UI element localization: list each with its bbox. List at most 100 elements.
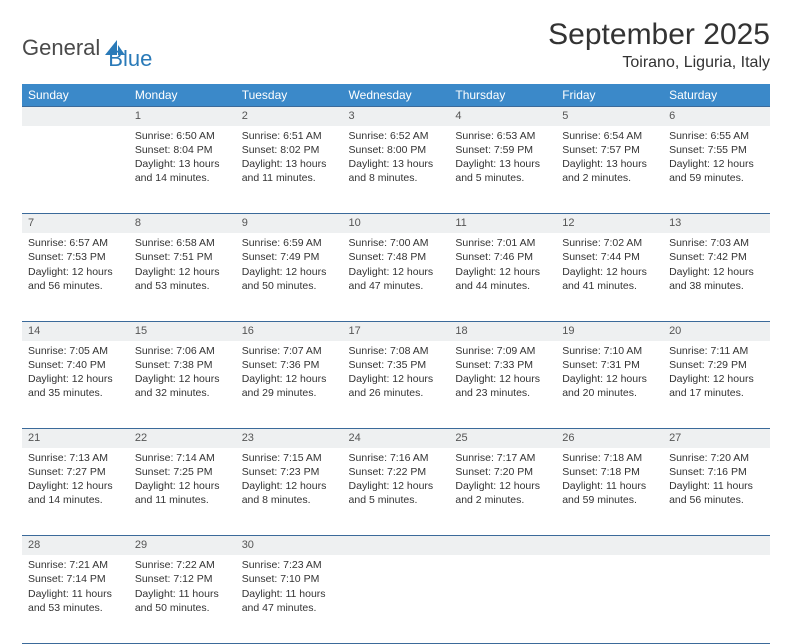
sunset-text: Sunset: 7:55 PM xyxy=(669,143,764,157)
sunset-text: Sunset: 7:49 PM xyxy=(242,250,337,264)
logo-text-b: Blue xyxy=(108,24,152,72)
daylight-text: Daylight: 12 hours and 14 minutes. xyxy=(28,479,123,507)
day-content-cell xyxy=(22,126,129,214)
day-number-cell: 5 xyxy=(556,107,663,126)
day-content-cell: Sunrise: 6:50 AMSunset: 8:04 PMDaylight:… xyxy=(129,126,236,214)
day-number-cell: 7 xyxy=(22,214,129,233)
daylight-text: Daylight: 12 hours and 17 minutes. xyxy=(669,372,764,400)
sunset-text: Sunset: 7:44 PM xyxy=(562,250,657,264)
sunrise-text: Sunrise: 7:09 AM xyxy=(455,344,550,358)
sunset-text: Sunset: 7:38 PM xyxy=(135,358,230,372)
day-number-row: 14151617181920 xyxy=(22,321,770,340)
sunrise-text: Sunrise: 7:03 AM xyxy=(669,236,764,250)
day-number-cell: 16 xyxy=(236,321,343,340)
sunrise-text: Sunrise: 7:23 AM xyxy=(242,558,337,572)
day-number-cell: 22 xyxy=(129,429,236,448)
logo: General Blue xyxy=(22,18,152,72)
day-number-cell: 10 xyxy=(343,214,450,233)
day-number-row: 123456 xyxy=(22,107,770,126)
day-content-cell: Sunrise: 7:13 AMSunset: 7:27 PMDaylight:… xyxy=(22,448,129,536)
day-content-cell: Sunrise: 7:08 AMSunset: 7:35 PMDaylight:… xyxy=(343,341,450,429)
sunrise-text: Sunrise: 6:53 AM xyxy=(455,129,550,143)
sunrise-text: Sunrise: 7:01 AM xyxy=(455,236,550,250)
day-content-cell: Sunrise: 7:21 AMSunset: 7:14 PMDaylight:… xyxy=(22,555,129,643)
day-content-cell: Sunrise: 6:57 AMSunset: 7:53 PMDaylight:… xyxy=(22,233,129,321)
sunrise-text: Sunrise: 6:50 AM xyxy=(135,129,230,143)
sunset-text: Sunset: 7:14 PM xyxy=(28,572,123,586)
day-number-cell: 19 xyxy=(556,321,663,340)
day-number-cell: 20 xyxy=(663,321,770,340)
weekday-header: Sunday xyxy=(22,84,129,107)
sunrise-text: Sunrise: 7:16 AM xyxy=(349,451,444,465)
day-content-cell: Sunrise: 7:22 AMSunset: 7:12 PMDaylight:… xyxy=(129,555,236,643)
daylight-text: Daylight: 12 hours and 47 minutes. xyxy=(349,265,444,293)
sunset-text: Sunset: 7:12 PM xyxy=(135,572,230,586)
sunset-text: Sunset: 7:51 PM xyxy=(135,250,230,264)
daylight-text: Daylight: 12 hours and 29 minutes. xyxy=(242,372,337,400)
day-content-cell: Sunrise: 6:53 AMSunset: 7:59 PMDaylight:… xyxy=(449,126,556,214)
sunset-text: Sunset: 7:42 PM xyxy=(669,250,764,264)
day-number-cell: 17 xyxy=(343,321,450,340)
sunset-text: Sunset: 7:27 PM xyxy=(28,465,123,479)
daylight-text: Daylight: 11 hours and 59 minutes. xyxy=(562,479,657,507)
location: Toirano, Liguria, Italy xyxy=(548,54,770,72)
day-number-row: 21222324252627 xyxy=(22,429,770,448)
title-block: September 2025 Toirano, Liguria, Italy xyxy=(548,18,770,72)
sunset-text: Sunset: 8:02 PM xyxy=(242,143,337,157)
day-number-cell: 1 xyxy=(129,107,236,126)
day-content-cell: Sunrise: 6:58 AMSunset: 7:51 PMDaylight:… xyxy=(129,233,236,321)
sunset-text: Sunset: 7:29 PM xyxy=(669,358,764,372)
day-number-cell: 6 xyxy=(663,107,770,126)
day-content-cell: Sunrise: 7:11 AMSunset: 7:29 PMDaylight:… xyxy=(663,341,770,429)
day-content-cell: Sunrise: 6:59 AMSunset: 7:49 PMDaylight:… xyxy=(236,233,343,321)
daylight-text: Daylight: 13 hours and 2 minutes. xyxy=(562,157,657,185)
sunrise-text: Sunrise: 7:17 AM xyxy=(455,451,550,465)
day-number-cell xyxy=(343,536,450,555)
day-number-cell: 28 xyxy=(22,536,129,555)
sunset-text: Sunset: 7:31 PM xyxy=(562,358,657,372)
day-number-cell: 14 xyxy=(22,321,129,340)
sunset-text: Sunset: 7:10 PM xyxy=(242,572,337,586)
daylight-text: Daylight: 12 hours and 23 minutes. xyxy=(455,372,550,400)
day-number-cell: 9 xyxy=(236,214,343,233)
daylight-text: Daylight: 12 hours and 20 minutes. xyxy=(562,372,657,400)
sunrise-text: Sunrise: 7:21 AM xyxy=(28,558,123,572)
weekday-header: Saturday xyxy=(663,84,770,107)
day-number-cell: 4 xyxy=(449,107,556,126)
day-content-row: Sunrise: 7:13 AMSunset: 7:27 PMDaylight:… xyxy=(22,448,770,536)
daylight-text: Daylight: 12 hours and 8 minutes. xyxy=(242,479,337,507)
sunrise-text: Sunrise: 7:02 AM xyxy=(562,236,657,250)
day-content-cell: Sunrise: 6:52 AMSunset: 8:00 PMDaylight:… xyxy=(343,126,450,214)
day-content-cell: Sunrise: 7:16 AMSunset: 7:22 PMDaylight:… xyxy=(343,448,450,536)
daylight-text: Daylight: 12 hours and 38 minutes. xyxy=(669,265,764,293)
sunset-text: Sunset: 8:00 PM xyxy=(349,143,444,157)
daylight-text: Daylight: 13 hours and 14 minutes. xyxy=(135,157,230,185)
sunrise-text: Sunrise: 7:13 AM xyxy=(28,451,123,465)
daylight-text: Daylight: 11 hours and 53 minutes. xyxy=(28,587,123,615)
day-number-cell: 23 xyxy=(236,429,343,448)
sunset-text: Sunset: 7:48 PM xyxy=(349,250,444,264)
sunrise-text: Sunrise: 6:55 AM xyxy=(669,129,764,143)
sunrise-text: Sunrise: 6:54 AM xyxy=(562,129,657,143)
day-number-cell: 3 xyxy=(343,107,450,126)
daylight-text: Daylight: 12 hours and 41 minutes. xyxy=(562,265,657,293)
day-content-cell: Sunrise: 7:01 AMSunset: 7:46 PMDaylight:… xyxy=(449,233,556,321)
day-content-cell xyxy=(556,555,663,643)
month-title: September 2025 xyxy=(548,18,770,52)
day-content-cell: Sunrise: 6:54 AMSunset: 7:57 PMDaylight:… xyxy=(556,126,663,214)
sunset-text: Sunset: 7:18 PM xyxy=(562,465,657,479)
weekday-header: Friday xyxy=(556,84,663,107)
sunrise-text: Sunrise: 7:11 AM xyxy=(669,344,764,358)
sunrise-text: Sunrise: 7:15 AM xyxy=(242,451,337,465)
daylight-text: Daylight: 12 hours and 11 minutes. xyxy=(135,479,230,507)
day-number-row: 78910111213 xyxy=(22,214,770,233)
sunrise-text: Sunrise: 6:59 AM xyxy=(242,236,337,250)
sunset-text: Sunset: 7:53 PM xyxy=(28,250,123,264)
day-number-cell: 12 xyxy=(556,214,663,233)
day-number-cell: 29 xyxy=(129,536,236,555)
sunset-text: Sunset: 7:25 PM xyxy=(135,465,230,479)
day-content-row: Sunrise: 6:57 AMSunset: 7:53 PMDaylight:… xyxy=(22,233,770,321)
sunset-text: Sunset: 7:23 PM xyxy=(242,465,337,479)
header: General Blue September 2025 Toirano, Lig… xyxy=(22,18,770,72)
sunrise-text: Sunrise: 7:10 AM xyxy=(562,344,657,358)
